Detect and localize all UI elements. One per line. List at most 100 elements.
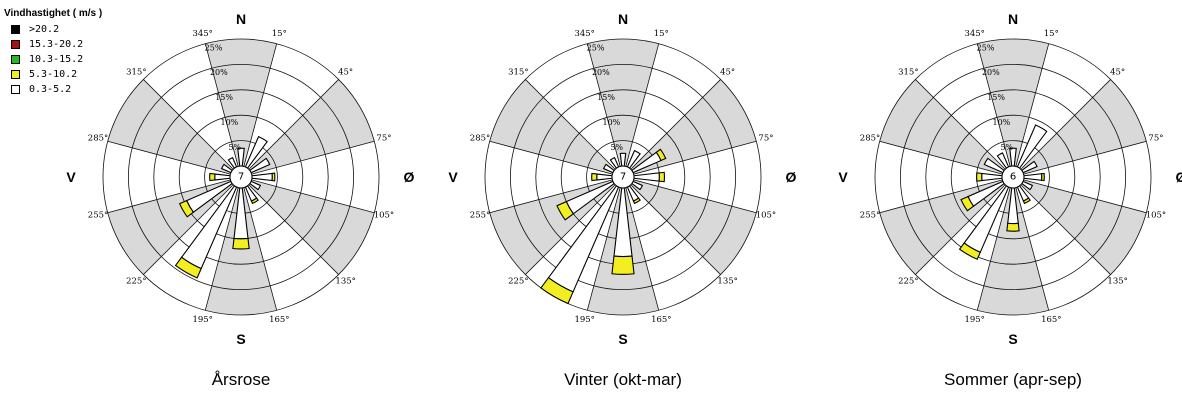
wind-bar-240-5.3-10.2 [178,199,195,218]
ring [102,38,380,316]
legend-label: >20.2 [29,24,60,35]
direction-label: 75° [376,134,391,144]
direction-label: 345° [192,29,212,39]
direction-label: 195° [192,315,212,325]
legend-item: 15.3-20.2 [4,37,102,52]
direction-label: 285° [88,134,108,144]
spoke [243,43,278,167]
shaded-sector [630,179,757,275]
ring [127,64,354,290]
direction-label: 45° [720,67,735,77]
shaded-sector [489,79,616,175]
legend-item: 10.3-15.2 [4,52,102,67]
shaded-sector [587,39,659,167]
wind-bar-90-5.3-10.2 [1040,172,1045,182]
wind-bar-240-5.3-10.2 [960,195,975,212]
spoke [251,179,375,214]
spoke [630,184,721,275]
direction-label: 225° [126,277,146,287]
spoke [630,79,721,170]
ring-label: 15% [215,93,233,102]
legend: Vindhastighet ( m/s ) >20.2 15.3-20.2 10… [4,8,102,97]
spoke [1020,184,1111,275]
spoke [1023,140,1147,175]
direction-label: 225° [508,277,528,287]
center-label: 6 [1010,172,1016,183]
center-label: 7 [620,172,626,183]
direction-label: 135° [717,277,737,287]
ring-label: 25% [205,43,223,52]
wind-bar-90-5.3-10.2 [271,172,276,182]
ring-label: 10% [221,118,239,127]
direction-label: 45° [338,67,353,77]
spoke [143,184,234,275]
cardinal-e: Ø [786,169,797,185]
legend-swatch [11,25,20,34]
wind-bar-210-5.3-10.2 [174,256,202,279]
spoke [525,184,616,275]
wind-bar-270-0.3-5.2 [214,173,231,181]
wind-bar-90-0.3-5.2 [1023,173,1043,181]
wind-rose-2: 7 5% 10% 15% 20% 25% 15° 45° 75° 105° 135° 165° 195°… [448,11,796,347]
shaded-sector [630,79,757,175]
spoke [586,43,621,167]
spoke [243,187,278,311]
spoke [489,179,613,214]
cardinal-e: Ø [404,169,415,185]
cardinal-s: S [1008,331,1017,347]
ring-label: 25% [587,43,605,52]
wind-bar-180-5.3-10.2 [232,237,250,250]
wind-bar-270-5.3-10.2 [209,172,216,182]
center-label: 7 [238,172,244,183]
direction-label: 315° [898,67,918,77]
wind-bar-210-5.3-10.2 [540,276,574,305]
spoke [143,79,234,170]
direction-label: 135° [1107,277,1127,287]
legend-swatch [11,70,20,79]
shaded-sector [205,187,277,315]
direction-label: 285° [470,134,490,144]
wind-bar-270-0.3-5.2 [596,173,613,181]
spoke [976,187,1011,311]
wind-bar-60-5.3-10.2 [655,148,667,162]
ring-label: 15% [597,93,615,102]
spoke [915,79,1006,170]
direction-label: 75° [758,134,773,144]
legend-label: 5.3-10.2 [29,69,78,80]
wind-bar-210-5.3-10.2 [958,242,981,261]
center-circle [229,165,253,189]
wind-bar-240-5.3-10.2 [556,200,575,221]
spoke [625,43,660,167]
spoke [1023,179,1147,214]
wind-bar-90-0.3-5.2 [251,172,273,182]
spoke [633,179,757,214]
direction-label: 195° [574,315,594,325]
chart-caption-2: Vinter (okt-mar) [564,370,682,389]
legend-label: 10.3-15.2 [29,54,84,65]
legend-title: Vindhastighet ( m/s ) [4,8,103,19]
ring [874,38,1152,316]
shaded-sector [1020,79,1147,175]
shaded-sector [107,79,234,175]
ring-label: 15% [987,93,1005,102]
spoke [633,140,757,175]
cardinal-w: V [66,169,76,185]
legend-item: >20.2 [4,22,102,37]
chart-caption-3: Sommer (apr-sep) [944,370,1082,389]
ring-label: 25% [977,43,995,52]
direction-label: 165° [651,315,671,325]
spoke [204,187,239,311]
direction-label: 345° [964,29,984,39]
spoke [1015,187,1050,311]
ring [900,64,1127,290]
wind-bar-150-5.3-10.2 [250,197,259,205]
cardinal-w: V [448,169,458,185]
spoke [204,43,239,167]
cardinal-n: N [618,11,628,27]
ring-label: 20% [592,68,610,77]
wind-bar-180-5.3-10.2 [1006,222,1020,232]
direction-label: 135° [335,277,355,287]
wind-bar-270-0.3-5.2 [981,172,1003,182]
spoke [107,179,231,214]
